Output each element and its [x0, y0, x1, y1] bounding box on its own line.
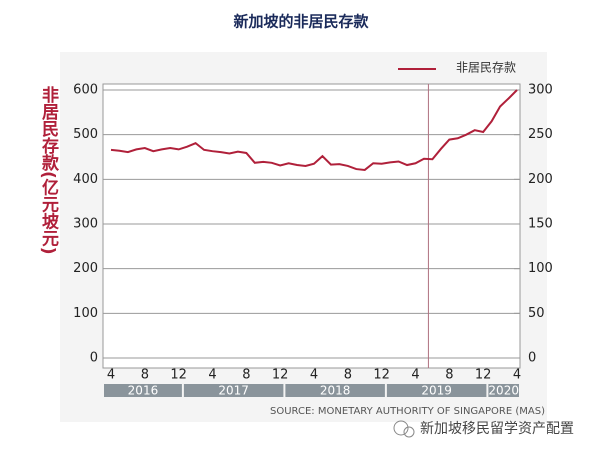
- x-tick-label: 8: [445, 368, 453, 383]
- x-tick-label: 4: [310, 368, 318, 383]
- y2-tick-label: 300: [528, 83, 553, 98]
- x-tick-label: 12: [475, 368, 492, 383]
- year-label: 2017: [218, 384, 249, 398]
- year-label: 2019: [421, 384, 452, 398]
- plot-area: [102, 83, 521, 369]
- legend-label: 非居民存款: [456, 61, 516, 75]
- y2-tick-label: 100: [528, 261, 553, 276]
- x-tick-label: 12: [272, 368, 289, 383]
- year-label: 2018: [320, 384, 351, 398]
- y2-tick-label: 0: [528, 351, 536, 366]
- chart-title: 新加坡的非居民存款: [233, 13, 369, 31]
- x-tick-label: 8: [344, 368, 352, 383]
- y2-tick-label: 150: [528, 217, 553, 232]
- y-tick-label: 500: [73, 127, 98, 142]
- x-tick-label: 4: [107, 368, 115, 383]
- x-tick-label: 4: [513, 368, 521, 383]
- x-tick-label: 8: [141, 368, 149, 383]
- year-label: 2016: [128, 384, 159, 398]
- year-band: [183, 384, 284, 397]
- year-label: 2020: [488, 384, 519, 398]
- y-tick-label: 100: [73, 306, 98, 321]
- year-band: [104, 384, 182, 397]
- y2-tick-label: 50: [528, 306, 545, 321]
- y-tick-label: 300: [73, 217, 98, 232]
- x-tick-label: 4: [411, 368, 419, 383]
- year-band: [386, 384, 487, 397]
- watermark: 新加坡移民留学资产配置: [420, 421, 574, 437]
- x-tick-label: 12: [170, 368, 187, 383]
- y-tick-label: 600: [73, 83, 98, 98]
- y-axis-label: 非居民存款(亿元坡元): [38, 85, 59, 255]
- y-tick-label: 0: [90, 351, 98, 366]
- data-line: [110, 89, 518, 171]
- watermark-icon: [393, 420, 415, 438]
- x-tick-label: 4: [208, 368, 216, 383]
- year-band: [488, 384, 519, 397]
- source-note: SOURCE: MONETARY AUTHORITY OF SINGAPORE …: [270, 406, 545, 417]
- y2-tick-label: 250: [528, 127, 553, 142]
- x-tick-label: 8: [242, 368, 250, 383]
- y-tick-label: 200: [73, 261, 98, 276]
- y-tick-label: 400: [73, 172, 98, 187]
- x-tick-label: 12: [373, 368, 390, 383]
- y2-tick-label: 200: [528, 172, 553, 187]
- year-band: [285, 384, 385, 397]
